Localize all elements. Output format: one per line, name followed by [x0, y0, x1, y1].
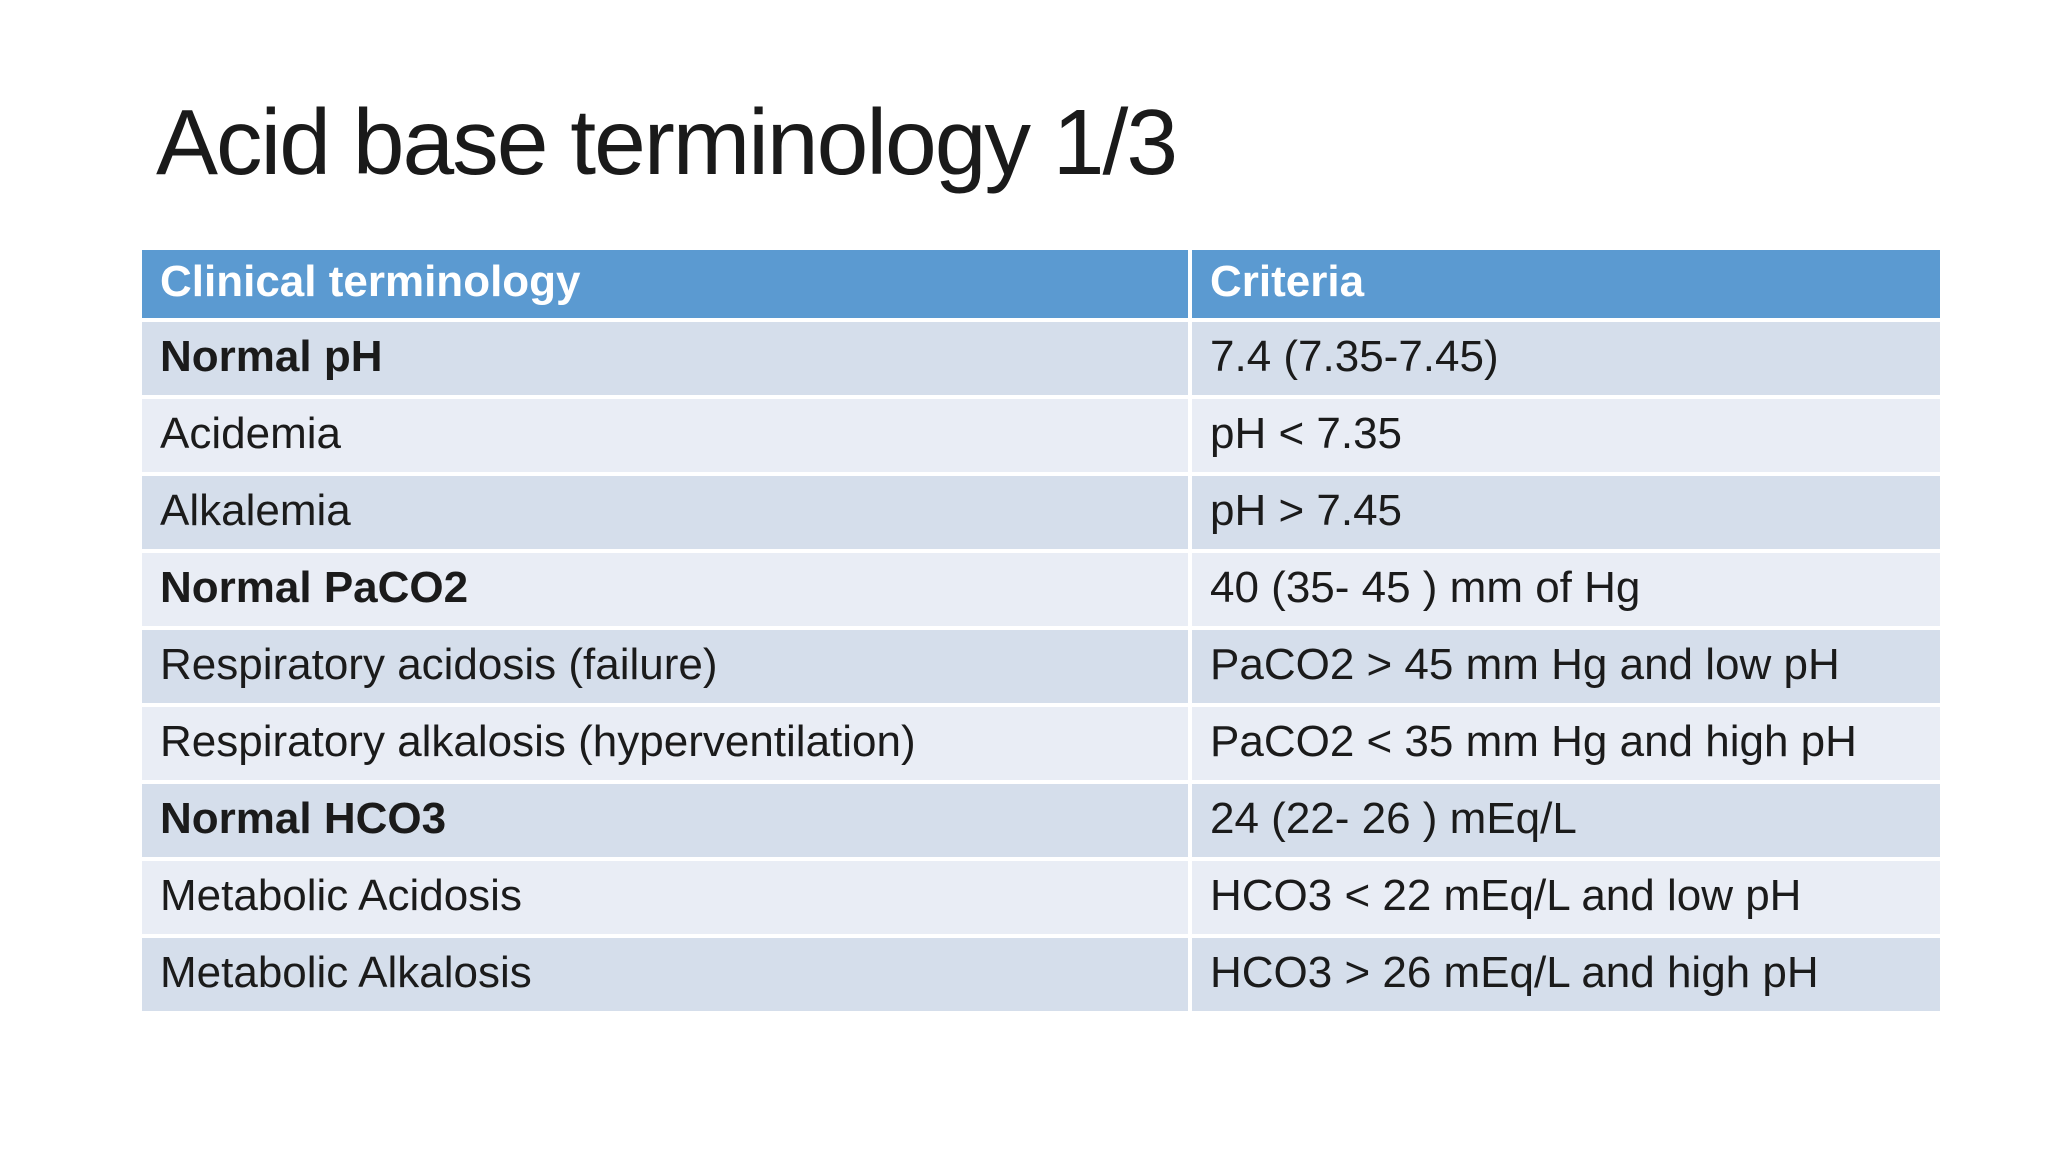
table-header-row: Clinical terminology Criteria — [142, 250, 1940, 322]
term-cell: Respiratory acidosis (failure) — [142, 630, 1192, 707]
criteria-cell: 7.4 (7.35-7.45) — [1192, 322, 1940, 399]
term-cell: Acidemia — [142, 399, 1192, 476]
term-cell: Metabolic Alkalosis — [142, 938, 1192, 1015]
criteria-cell: HCO3 > 26 mEq/L and high pH — [1192, 938, 1940, 1015]
criteria-cell: pH < 7.35 — [1192, 399, 1940, 476]
table-row: Alkalemia pH > 7.45 — [142, 476, 1940, 553]
term-cell: Metabolic Acidosis — [142, 861, 1192, 938]
term-cell: Normal PaCO2 — [142, 553, 1192, 630]
term-cell: Normal HCO3 — [142, 784, 1192, 861]
table-row: Acidemia pH < 7.35 — [142, 399, 1940, 476]
criteria-cell: PaCO2 < 35 mm Hg and high pH — [1192, 707, 1940, 784]
column-header-clinical-terminology: Clinical terminology — [142, 250, 1192, 322]
table-row: Normal pH 7.4 (7.35-7.45) — [142, 322, 1940, 399]
table-row: Normal HCO3 24 (22- 26 ) mEq/L — [142, 784, 1940, 861]
column-header-criteria: Criteria — [1192, 250, 1940, 322]
criteria-cell: 40 (35- 45 ) mm of Hg — [1192, 553, 1940, 630]
table-row: Normal PaCO2 40 (35- 45 ) mm of Hg — [142, 553, 1940, 630]
table-row: Metabolic Acidosis HCO3 < 22 mEq/L and lo… — [142, 861, 1940, 938]
criteria-cell: PaCO2 > 45 mm Hg and low pH — [1192, 630, 1940, 707]
terminology-table: Clinical terminology Criteria Normal pH 7… — [142, 250, 1940, 1015]
table-row: Respiratory alkalosis (hyperventilation)… — [142, 707, 1940, 784]
table-row: Respiratory acidosis (failure) PaCO2 > 45… — [142, 630, 1940, 707]
criteria-cell: 24 (22- 26 ) mEq/L — [1192, 784, 1940, 861]
slide-title: Acid base terminology 1/3 — [156, 90, 1178, 194]
table-row: Metabolic Alkalosis HCO3 > 26 mEq/L and h… — [142, 938, 1940, 1015]
criteria-cell: HCO3 < 22 mEq/L and low pH — [1192, 861, 1940, 938]
criteria-cell: pH > 7.45 — [1192, 476, 1940, 553]
term-cell: Respiratory alkalosis (hyperventilation) — [142, 707, 1192, 784]
term-cell: Alkalemia — [142, 476, 1192, 553]
term-cell: Normal pH — [142, 322, 1192, 399]
table-body: Normal pH 7.4 (7.35-7.45) Acidemia pH < 7.3… — [142, 322, 1940, 1015]
